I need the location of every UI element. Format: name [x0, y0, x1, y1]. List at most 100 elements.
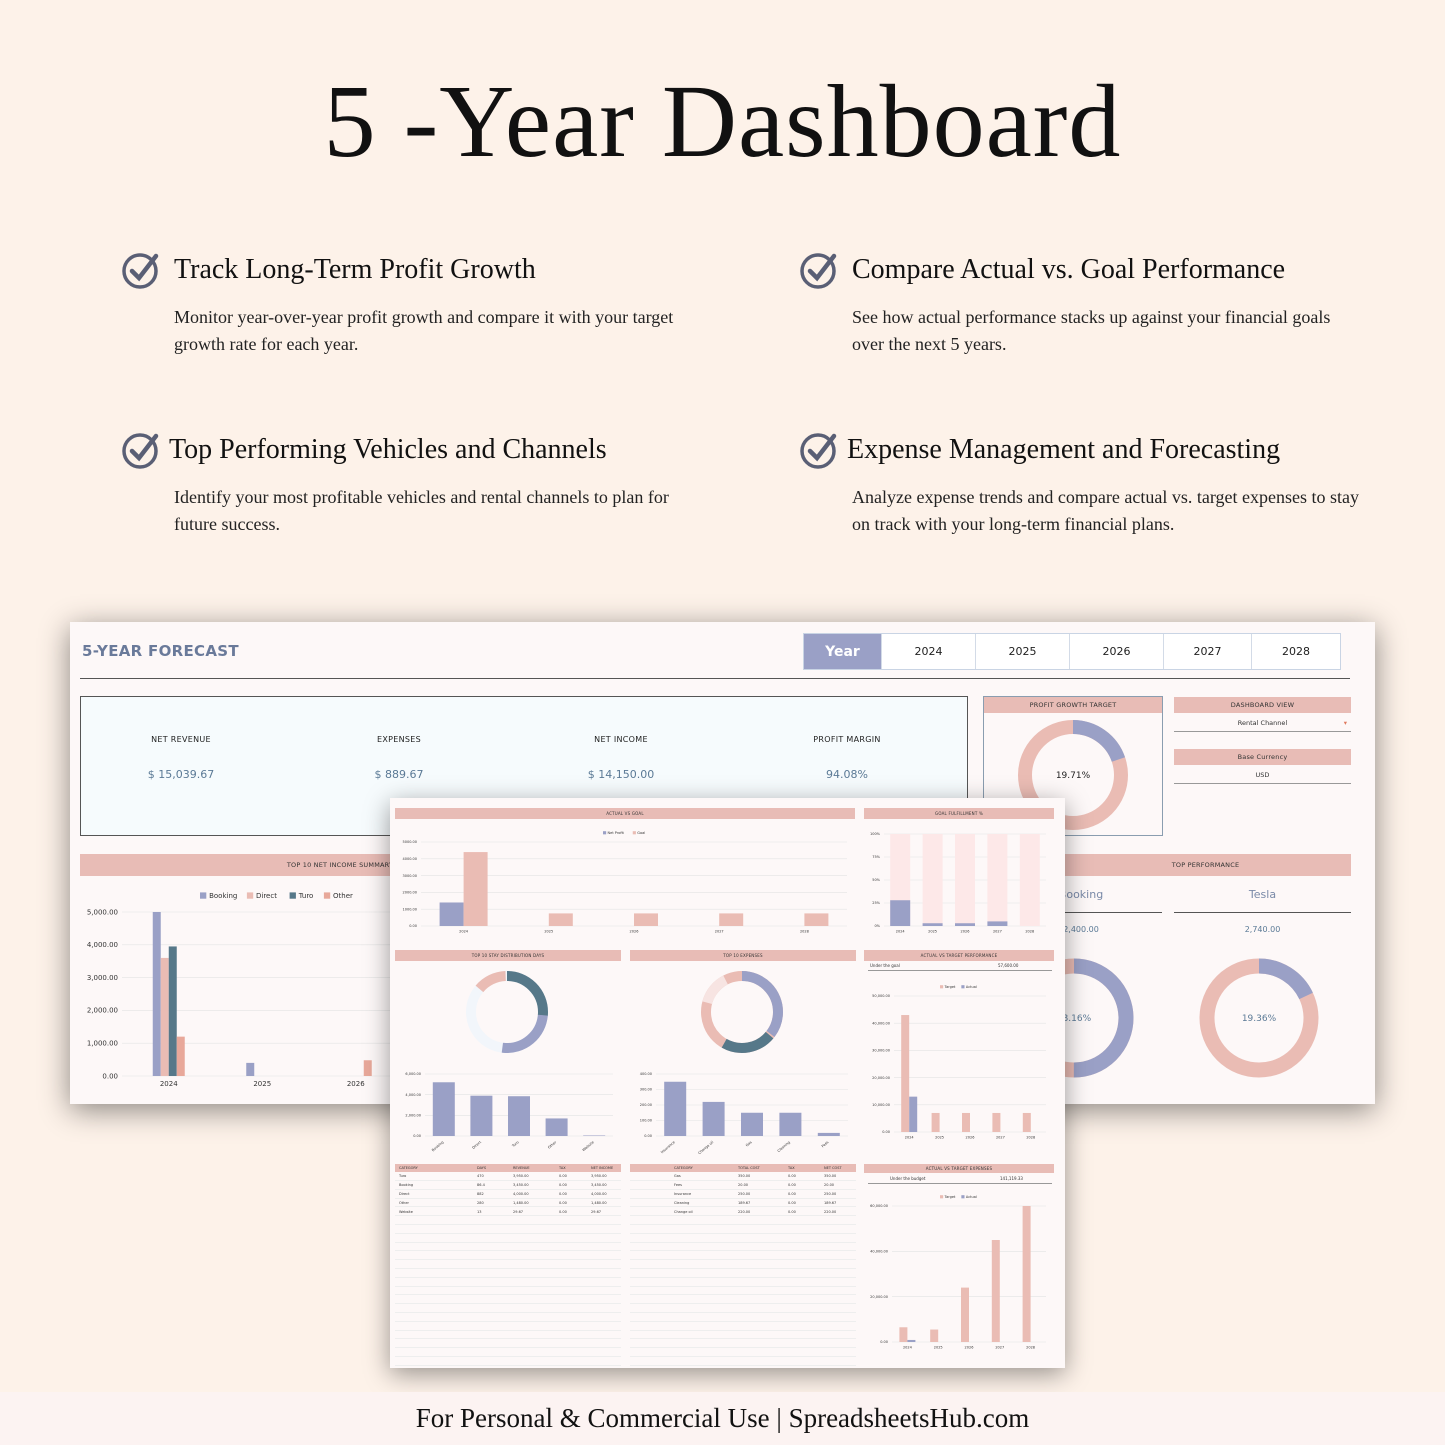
table-row-line	[395, 1294, 621, 1296]
y-tick-label: 0.00	[880, 1340, 888, 1344]
tab-2028[interactable]: 2028	[1282, 645, 1310, 658]
table-row-line	[630, 1312, 856, 1313]
table-row-line	[395, 1285, 621, 1287]
table-cell: 0.00	[559, 1174, 567, 1178]
x-tick-label: 2024	[459, 930, 469, 934]
x-tick-label: 2025	[934, 1346, 943, 1350]
legend-swatch	[632, 831, 636, 835]
legend-swatch	[323, 892, 331, 899]
table-cell: 470	[477, 1174, 484, 1178]
bar	[463, 852, 488, 926]
kpi-expenses: EXPENSES $ 889.67	[299, 735, 499, 781]
table-cell: 3,450.00	[591, 1183, 607, 1187]
tab-2024[interactable]: 2024	[882, 634, 976, 669]
tab-2025[interactable]: 2025	[976, 634, 1070, 669]
under-goal-label: Under the goal	[870, 963, 900, 968]
base-currency-field[interactable]: USD	[1174, 768, 1351, 784]
table-cell: 882	[477, 1192, 484, 1196]
bar	[899, 1327, 908, 1342]
bar	[817, 1132, 840, 1136]
profit-growth-donut: 19.71%	[1018, 720, 1128, 830]
y-tick-label: 50%	[872, 878, 880, 882]
table-header-cell: TAX	[788, 1166, 795, 1170]
bar	[719, 913, 744, 926]
table-row-line	[395, 1303, 621, 1305]
bar	[152, 912, 161, 1076]
table-row-line	[630, 1320, 856, 1322]
expense-table: CATEGORY TOTAL COST TAX NET COST Gas 350.00 0.…	[630, 1164, 856, 1366]
under-goal-value: 57,600.00	[998, 963, 1019, 968]
bar	[901, 1015, 910, 1132]
table-cell: Booking	[399, 1183, 414, 1187]
table-row-line	[630, 1276, 856, 1278]
bar	[907, 1339, 916, 1342]
table-row-line	[395, 1259, 621, 1261]
bar	[909, 1096, 918, 1132]
x-tick-label: 2026	[630, 930, 639, 934]
feature-actual-vs-goal: Compare Actual vs. Goal Performance See …	[800, 250, 1360, 358]
table-cell: 3,450.00	[513, 1183, 529, 1187]
tab-year[interactable]: Year	[804, 634, 882, 669]
x-tick-label: Booking	[431, 1140, 444, 1152]
y-tick-label: 25%	[872, 901, 880, 905]
y-tick-label: 20,000.00	[870, 1295, 888, 1299]
y-tick-label: 4,000.00	[405, 1093, 421, 1097]
table-header-cell: TOTAL COST	[738, 1166, 760, 1170]
table-cell: 20.00	[824, 1183, 835, 1187]
x-tick-label: 2026	[965, 1346, 974, 1350]
table-row-line	[395, 1215, 621, 1217]
feature-description: Analyze expense trends and compare actua…	[852, 487, 1359, 534]
actual-target-performance-title: ACTUAL VS TARGET PERFORMANCE	[864, 950, 1054, 961]
dashboard-view-select[interactable]: Rental Channel ▾	[1174, 716, 1351, 732]
channel-table-header	[395, 1164, 621, 1172]
check-circle-icon	[800, 253, 837, 289]
table-row-line	[395, 1250, 621, 1252]
table-cell: Insurance	[674, 1192, 692, 1196]
check-circle-icon	[122, 433, 159, 469]
net-income-chart: 5,000.00 4,000.00 3,000.00 2,000.00 1,000.00…	[87, 892, 496, 1088]
y-tick-label: 300.00	[640, 1088, 652, 1092]
perf-name-tesla: Tesla	[1248, 888, 1277, 901]
tab-2027[interactable]: 2027	[1164, 634, 1252, 669]
actual-vs-goal-chart: 5000.00 4000.00 3000.00 2000.00 1000.00 0.00 2…	[403, 831, 847, 934]
table-row-line	[395, 1241, 621, 1243]
tab-2026[interactable]: 2026	[1070, 634, 1164, 669]
kpi-value: $ 15,039.67	[147, 768, 215, 781]
y-tick-label: 1000.00	[403, 907, 417, 911]
y-tick-label: 60,000.00	[870, 1204, 888, 1208]
kpi-net-income: NET INCOME $ 14,150.00	[521, 735, 721, 781]
y-tick-label: 5,000.00	[87, 908, 118, 916]
y-tick-label: 0.00	[413, 1134, 421, 1138]
feature-title: Top Performing Vehicles and Channels	[169, 434, 607, 465]
stay-distribution-donut	[466, 971, 548, 1053]
under-budget-value: 141,119.33	[1000, 1176, 1023, 1181]
table-cell: 13	[477, 1210, 482, 1214]
table-cell: 86.4	[477, 1183, 485, 1187]
y-tick-label: 4,000.00	[87, 941, 118, 949]
bar	[160, 957, 169, 1076]
feature-top-performing: Top Performing Vehicles and Channels Ide…	[122, 430, 682, 538]
table-cell: 0.00	[788, 1201, 796, 1205]
table-cell: 3,950.00	[591, 1174, 607, 1178]
y-tick-label: 0.00	[882, 1130, 890, 1134]
stay-distribution-title: TOP 10 STAY DISTRIBUTION DAYS	[395, 950, 621, 961]
table-cell: 20.00	[738, 1183, 749, 1187]
x-tick-label: 2026	[966, 1136, 975, 1140]
channel-table: CATEGORY DAYS REVENUE TAX NET INCOME Turo 470 3…	[395, 1164, 621, 1366]
x-tick-label: 2028	[1026, 1136, 1035, 1140]
table-cell: 1,480.00	[513, 1201, 529, 1205]
check-circle-icon	[800, 433, 837, 469]
table-header-cell: REVENUE	[513, 1166, 530, 1170]
page-title: 5 -Year Dashboard	[323, 64, 1122, 179]
table-row-line	[395, 1180, 621, 1181]
feature-description: Monitor year-over-year profit growth and…	[174, 307, 674, 354]
legend-label: Other	[333, 892, 353, 900]
table-row-line	[395, 1356, 621, 1357]
x-tick-label: 2025	[544, 930, 553, 934]
y-tick-label: 2000.00	[403, 891, 417, 895]
bar	[176, 1036, 185, 1076]
table-row-line	[395, 1347, 621, 1349]
x-tick-label: 2024	[903, 1346, 913, 1350]
bar	[168, 946, 177, 1076]
table-cell: Turo	[399, 1174, 407, 1178]
